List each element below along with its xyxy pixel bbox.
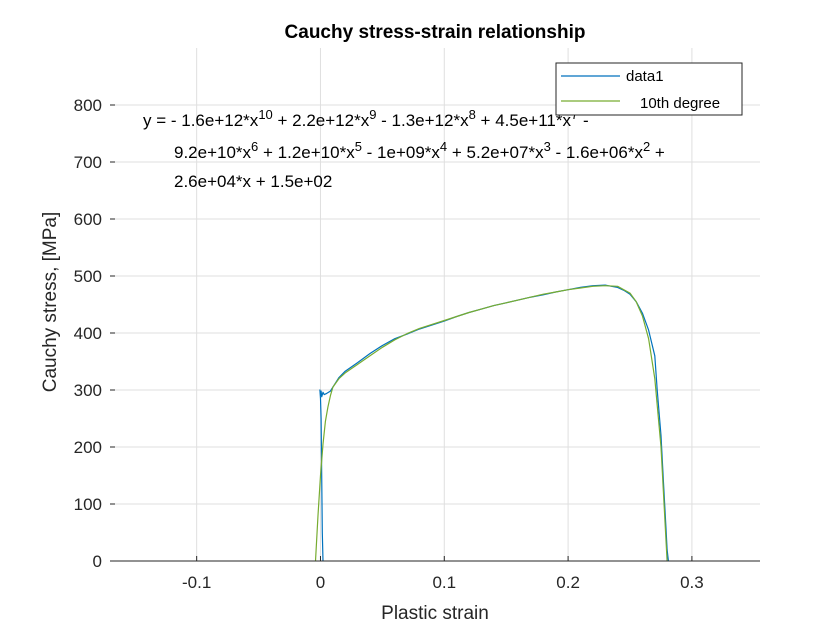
equation-line-1: y = - 1.6e+12*x10​ + 2.2e+12*x9​ - 1.3e+… — [143, 107, 589, 130]
y-tick-label: 100 — [74, 495, 102, 514]
series-line-10th-degree — [314, 285, 668, 562]
x-tick-label: 0.2 — [556, 573, 580, 592]
x-tick-label: 0.1 — [432, 573, 456, 592]
y-tick-label: 200 — [74, 438, 102, 457]
y-tick-label: 600 — [74, 210, 102, 229]
x-tick-label: 0.3 — [680, 573, 704, 592]
y-tick-label: 400 — [74, 324, 102, 343]
axes — [110, 104, 760, 562]
legend: data1 10th degree — [555, 62, 743, 116]
y-tick-label: 0 — [93, 552, 102, 571]
fit-equation: y = - 1.6e+12*x10​ + 2.2e+12*x9​ - 1.3e+… — [143, 107, 665, 191]
legend-entry-10th-degree: 10th degree — [640, 95, 720, 112]
y-tick-label: 700 — [74, 153, 102, 172]
plot-area — [110, 48, 760, 561]
x-tick-label: 0 — [316, 573, 325, 592]
equation-line-2: 9.2e+10*x6​ + 1.2e+10*x5​ - 1e+09*x4​ + … — [174, 139, 665, 162]
legend-entry-data1: data1 — [626, 68, 664, 85]
x-axis-label: Plastic strain — [381, 603, 489, 624]
equation-line-3: 2.6e+04*x + 1.5e+02 — [174, 172, 332, 191]
y-tick-label: 500 — [74, 267, 102, 286]
y-tick-label: 300 — [74, 381, 102, 400]
legend-box — [555, 62, 743, 116]
y-tick-label: 800 — [74, 96, 102, 115]
chart-title: Cauchy stress-strain relationship — [285, 22, 586, 43]
y-axis-label: Cauchy stress, [MPa] — [40, 212, 61, 393]
x-tick-labels: -0.1 0 0.1 0.2 0.3 — [182, 573, 704, 592]
x-tick-label: -0.1 — [182, 573, 211, 592]
series-layer — [314, 284, 669, 562]
y-tick-labels: 0 100 200 300 400 500 600 700 800 — [74, 96, 102, 571]
